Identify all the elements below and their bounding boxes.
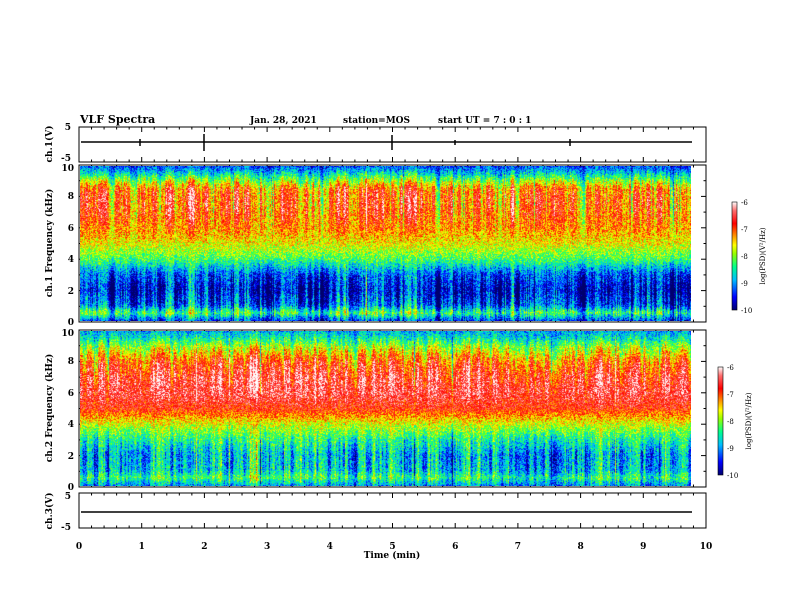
- cb2-tick-m7: -7: [727, 391, 734, 399]
- ch1-ytick-8: 8: [68, 192, 74, 202]
- cb2-tick-m10: -10: [727, 472, 738, 480]
- ch1-ylabel: ch.1(V): [44, 126, 55, 163]
- start-time-label: start UT = 7 : 0 : 1: [438, 116, 531, 126]
- ch1-waveform-panel: 5 -5 ch.1(V): [44, 123, 707, 164]
- xtick-8: 8: [577, 542, 583, 552]
- cb2-label: log(PSD)(V²/Hz): [745, 392, 753, 449]
- cb1-tick-m7: -7: [741, 226, 748, 234]
- date-label: Jan. 28, 2021: [249, 116, 317, 126]
- xtick-4: 4: [327, 542, 333, 552]
- figure-title: VLF Spectra: [79, 113, 155, 126]
- x-axis-label: Time (min): [364, 550, 421, 561]
- xtick-10: 10: [700, 542, 713, 552]
- ch2-ytick-0: 0: [68, 483, 74, 493]
- xtick-1: 1: [139, 542, 145, 552]
- xtick-3: 3: [264, 542, 270, 552]
- colorbar-ch1-frame: [731, 201, 738, 311]
- colorbar-ch2-gradient: [718, 367, 723, 475]
- ch2-ytick-2: 2: [68, 452, 74, 462]
- ch2-spectrogram: [80, 331, 691, 486]
- cb2-tick-m6: -6: [727, 364, 734, 372]
- colorbar-ch1: -6 -7 -8 -9 -10 log(PSD)(V²/Hz): [731, 199, 767, 315]
- colorbar-ch2: -6 -7 -8 -9 -10 log(PSD)(V²/Hz): [717, 364, 753, 480]
- ch1-spectrogram: [80, 166, 691, 321]
- ch2-ytick-6: 6: [68, 389, 74, 399]
- ch3-ytick-top: 5: [65, 492, 71, 502]
- cb1-tick-m9: -9: [741, 280, 748, 288]
- ch1-ytick-0: 0: [68, 318, 74, 328]
- xtick-0: 0: [76, 542, 82, 552]
- ch3-ytick-bottom: -5: [61, 523, 71, 533]
- ch2-ylabel: ch.2 Frequency (kHz): [44, 354, 55, 463]
- cb1-label: log(PSD)(V²/Hz): [759, 227, 767, 284]
- cb1-tick-m8: -8: [741, 253, 748, 261]
- ch2-ytick-4: 4: [68, 420, 74, 430]
- ch1-ytick-bottom: -5: [61, 154, 71, 164]
- ch1-trace-spikes: [139, 134, 571, 151]
- ch1-ytick-4: 4: [68, 255, 74, 265]
- cb2-tick-m8: -8: [727, 418, 734, 426]
- xtick-5: 5: [389, 542, 395, 552]
- ch3-ylabel: ch.3(V): [44, 493, 55, 530]
- cb2-tick-m9: -9: [727, 445, 734, 453]
- colorbar-ch2-frame: [717, 366, 724, 476]
- ch1-ylabel: ch.1 Frequency (kHz): [44, 189, 55, 298]
- xtick-6: 6: [452, 542, 458, 552]
- x-axis-ticks: 0 1 2 3 4 5 6 7 8 9 10: [76, 542, 712, 552]
- ch1-ytick-10: 10: [61, 164, 74, 174]
- ch1-ytick-2: 2: [68, 287, 74, 297]
- station-label: station=MOS: [343, 116, 410, 126]
- ch2-ytick-10: 10: [61, 329, 74, 339]
- ch1-ytick-top: 5: [65, 123, 71, 133]
- cb1-tick-m10: -10: [741, 307, 752, 315]
- xtick-9: 9: [640, 542, 646, 552]
- ch1-yticks: 0 2 4 6 8 10: [61, 164, 74, 328]
- ch3-waveform-frame: [78, 492, 707, 529]
- cb1-tick-m6: -6: [741, 199, 748, 207]
- xtick-7: 7: [515, 542, 521, 552]
- ch1-ytick-6: 6: [68, 224, 74, 234]
- xtick-2: 2: [201, 542, 207, 552]
- ch2-ytick-8: 8: [68, 357, 74, 367]
- ch3-waveform-panel: 5 -5 ch.3(V): [44, 492, 707, 533]
- colorbar-ch1-gradient: [732, 202, 737, 310]
